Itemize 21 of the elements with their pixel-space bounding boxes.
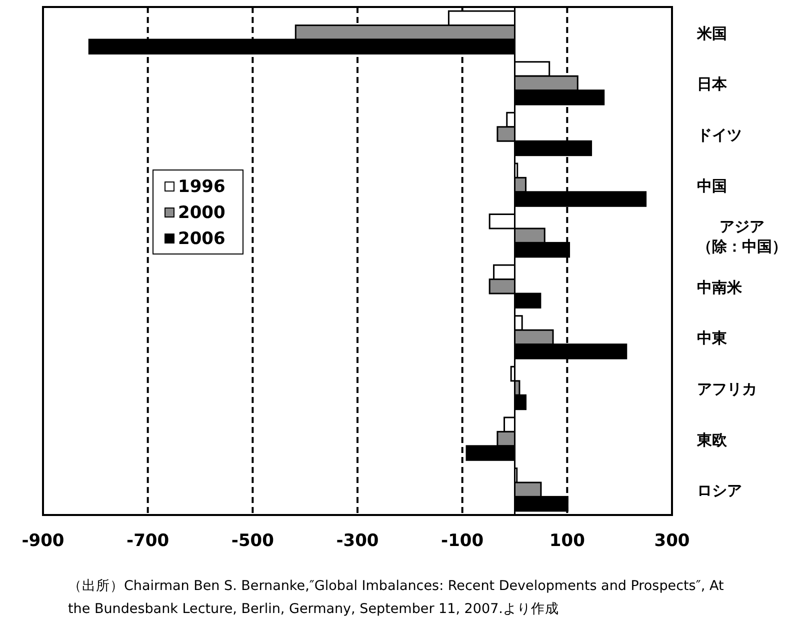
legend-label: 1996 bbox=[178, 177, 226, 197]
x-tick-label: -700 bbox=[126, 531, 170, 551]
y-tick-label: 中東 bbox=[697, 329, 728, 348]
y-tick-label: アフリカ bbox=[697, 380, 757, 398]
x-tick-label: -500 bbox=[231, 531, 274, 551]
y-tick-label: アジア（除：中国） bbox=[697, 218, 787, 256]
x-tick-label: 100 bbox=[549, 531, 586, 551]
y-tick-label: 東欧 bbox=[696, 430, 728, 449]
y-tick-label: 日本 bbox=[697, 75, 728, 94]
y-tick-label: ドイツ bbox=[697, 126, 742, 144]
x-tick-label: 300 bbox=[654, 531, 690, 551]
y-tick-label: 中南米 bbox=[697, 278, 743, 296]
legend-label: 2006 bbox=[178, 229, 226, 249]
text: （出所）Chairman Ben S. Bernanke,″Global Imbalances: Recent Developments and Prospects″, At the Bundesbank Lecture, Berlin, Germany, September 11, 2007.より作成 bbox=[68, 577, 725, 619]
x-tick-label: -300 bbox=[336, 531, 379, 551]
legend-label: 2000 bbox=[178, 203, 226, 223]
y-tick-label: ロシア bbox=[697, 482, 742, 500]
y-tick-label: 米国 bbox=[696, 24, 727, 42]
x-tick-label: -900 bbox=[22, 531, 64, 551]
y-tick-label: 中国 bbox=[697, 176, 727, 195]
x-tick-label: -100 bbox=[441, 531, 484, 551]
